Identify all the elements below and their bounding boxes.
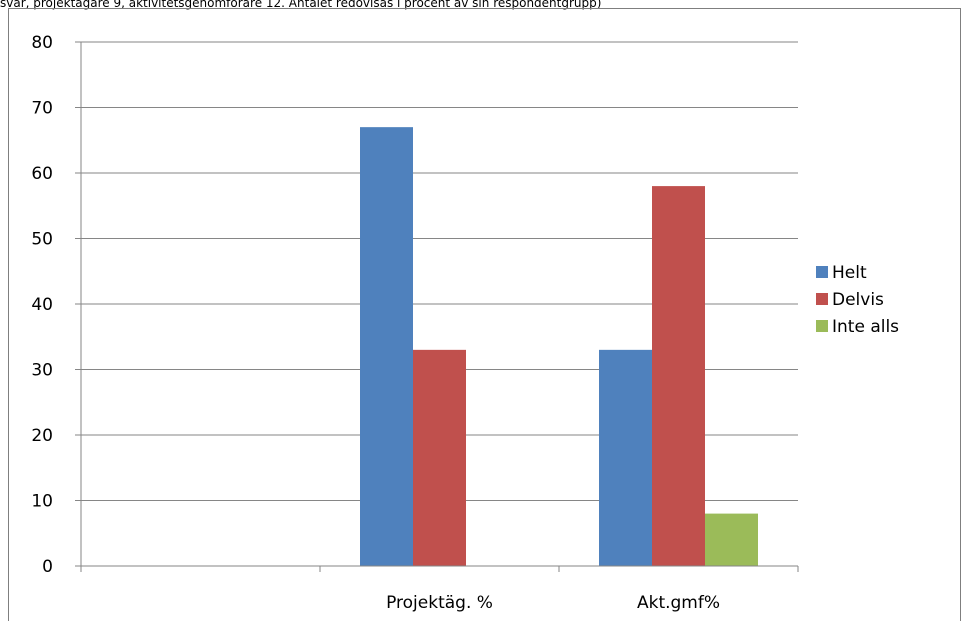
bar-delvis [652, 186, 705, 566]
x-tick-label: Projektäg. % [386, 593, 493, 613]
bar-helt [360, 127, 413, 567]
legend: Helt Delvis Inte alls [816, 263, 899, 337]
bar-helt [599, 349, 652, 566]
y-tick-label: 70 [31, 99, 53, 119]
y-tick-label: 50 [31, 230, 53, 250]
bars [360, 127, 758, 567]
legend-label: Helt [832, 263, 867, 283]
y-tick-label: 0 [42, 557, 53, 577]
x-axis: Projektäg. % Akt.gmf% [80, 565, 799, 613]
y-tick-label: 60 [31, 164, 53, 184]
bar-inte-alls [705, 513, 758, 566]
legend-swatch [816, 320, 828, 332]
y-axis: 0 10 20 30 40 50 60 70 80 [31, 33, 82, 577]
bar-delvis [413, 349, 466, 566]
legend-swatch [816, 293, 828, 305]
y-tick-label: 30 [31, 361, 53, 381]
figure-caption: svar, projektägare 9, aktivitetsgenomför… [0, 0, 602, 10]
y-tick-label: 40 [31, 295, 53, 315]
x-tick-label: Akt.gmf% [637, 593, 720, 613]
legend-label: Delvis [832, 290, 884, 310]
y-tick-label: 20 [31, 426, 53, 446]
legend-label: Inte alls [832, 317, 899, 337]
chart-frame [8, 8, 961, 621]
y-tick-label: 80 [31, 33, 53, 53]
legend-swatch [816, 266, 828, 278]
y-tick-label: 10 [31, 492, 53, 512]
